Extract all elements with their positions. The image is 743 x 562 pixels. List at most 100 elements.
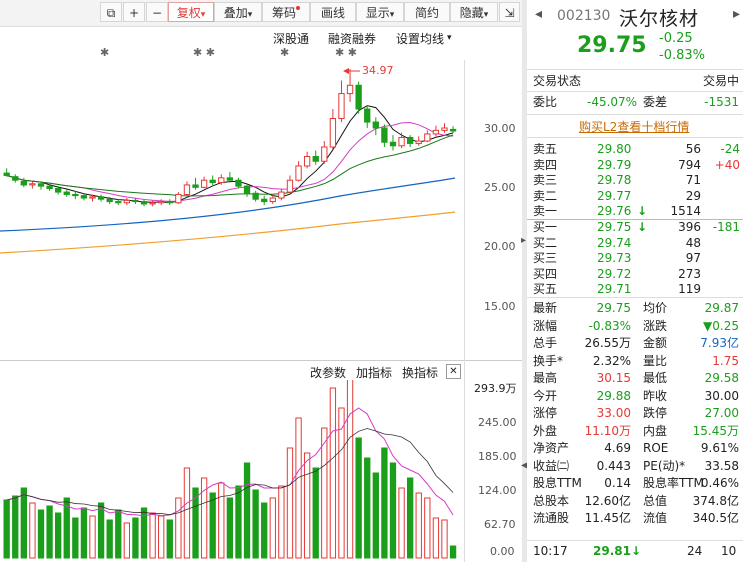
candle-body xyxy=(449,128,457,132)
stat-value: -0.83% xyxy=(588,318,631,333)
buy-price: 29.73 xyxy=(597,251,632,265)
stat-row: 收益㈡ 0.443 PE(动)* 33.58 xyxy=(527,458,743,476)
event-marker[interactable]: ✱ ✱ xyxy=(193,46,215,59)
volume-bar xyxy=(192,487,199,559)
buy-row[interactable]: 买四 29.72 273 xyxy=(527,266,743,284)
sell-row[interactable]: 卖五 29.80 56 -24 xyxy=(527,141,743,159)
plus-icon[interactable]: + xyxy=(123,2,145,22)
event-marker[interactable]: ✱ xyxy=(280,46,290,59)
switch-indicator-button[interactable]: 换指标 xyxy=(402,366,439,380)
yincang-button[interactable]: 隐藏▾ xyxy=(450,2,498,22)
stat-label: 最低 xyxy=(643,371,668,385)
ma-settings-label[interactable]: 设置均线 xyxy=(396,32,445,46)
candle-body xyxy=(3,172,10,176)
candle-body xyxy=(406,136,414,144)
quote-panel: ◂ ▸ 002130 沃尔核材 29.75 -0.25 -0.83% 交易状态 … xyxy=(527,0,743,562)
candle-body xyxy=(269,197,276,203)
chart-toolbar: ⧉ + − 复权▾ 叠加▾ 筹码 画线 显示▾ 简约 隐藏▾ ⇲ xyxy=(0,0,522,27)
close-icon[interactable]: ✕ xyxy=(446,364,461,379)
volume-bar xyxy=(89,515,96,559)
volume-bar xyxy=(106,519,113,559)
candle-body xyxy=(123,199,131,204)
stat-value: 26.55万 xyxy=(584,336,631,350)
buy-row[interactable]: 买二 29.74 48 xyxy=(527,235,743,253)
fuquan-button[interactable]: 复权▾ xyxy=(168,2,214,22)
prev-stock-icon[interactable]: ◂ xyxy=(535,6,543,22)
volume-bar xyxy=(209,492,216,559)
stat-value: 29.75 xyxy=(596,301,631,315)
volume-chart[interactable] xyxy=(0,380,462,560)
volume-bar xyxy=(381,447,388,559)
divider xyxy=(527,114,743,115)
minus-icon[interactable]: − xyxy=(146,2,168,22)
buy-volume: 48 xyxy=(685,235,701,250)
volume-bar xyxy=(158,515,165,559)
stat-row: 换手* 2.32% 量比 1.75 xyxy=(527,353,743,371)
notification-dot xyxy=(296,6,300,10)
diejia-button[interactable]: 叠加▾ xyxy=(214,2,262,22)
expand-arrow-icon[interactable]: ▸ xyxy=(521,235,527,246)
hk-connect-label[interactable]: 深股通 xyxy=(273,32,310,46)
jianyue-label: 简约 xyxy=(414,6,439,20)
buy-row[interactable]: 买一 29.75 ↓ 396 -181 xyxy=(527,219,743,237)
next-stock-icon[interactable]: ▸ xyxy=(733,6,741,22)
stat-row: 外盘 11.10万 内盘 15.45万 xyxy=(527,423,743,441)
volume-bar xyxy=(269,497,276,559)
stat-value: 4.69 xyxy=(604,441,631,455)
trade-status-value: 交易中 xyxy=(702,74,739,88)
stat-value: 33.00 xyxy=(596,406,631,420)
volume-bar xyxy=(261,502,268,559)
xianshi-button[interactable]: 显示▾ xyxy=(356,2,404,22)
volume-tick: 0.00 xyxy=(490,545,515,558)
copy-icon[interactable]: ⧉ xyxy=(100,2,122,22)
jianyue-button[interactable]: 简约 xyxy=(404,2,450,22)
stat-row: 流通股 11.45亿 流值 340.5亿 xyxy=(527,510,743,528)
sell-row[interactable]: 卖三 29.78 71 xyxy=(527,172,743,190)
sell-price: 29.79 xyxy=(597,157,632,172)
change-params-button[interactable]: 改参数 xyxy=(310,366,347,380)
price-chart[interactable]: 34.97 xyxy=(0,56,470,356)
buy-l2-link[interactable]: 购买L2查看十档行情 xyxy=(579,120,690,134)
sell-row[interactable]: 卖一 29.76 ↓ 1514 xyxy=(527,203,743,221)
stat-row: 净资产 4.69 ROE 9.61% xyxy=(527,440,743,458)
volume-bar xyxy=(149,512,156,559)
huaxian-button[interactable]: 画线 xyxy=(310,2,356,22)
event-marker[interactable]: ✱ xyxy=(100,46,110,59)
stat-value: 1.75 xyxy=(712,353,739,368)
buy-price: 29.71 xyxy=(597,282,632,296)
sell-label: 卖一 xyxy=(533,204,558,218)
stock-code: 002130 xyxy=(557,8,611,24)
collapse-arrow-icon[interactable]: ◀ xyxy=(521,460,529,471)
stat-value: 0.46% xyxy=(700,476,739,490)
candle-body xyxy=(364,108,371,123)
stat-label: ROE xyxy=(643,441,669,455)
stat-row: 最高 30.15 最低 29.58 xyxy=(527,370,743,388)
candle-body xyxy=(140,201,148,205)
panel-splitter[interactable] xyxy=(522,0,527,562)
stat-label: 跌停 xyxy=(643,406,668,420)
ma-line xyxy=(6,105,454,204)
candle-body xyxy=(226,177,234,181)
candle-body xyxy=(132,199,139,203)
add-indicator-button[interactable]: 加指标 xyxy=(356,366,393,380)
sell-row[interactable]: 卖四 29.79 794 +40 xyxy=(527,157,743,175)
candle-body xyxy=(209,179,216,184)
stat-value: 30.15 xyxy=(596,371,631,385)
buy-label: 买五 xyxy=(533,282,558,296)
volume-tick: 124.00 xyxy=(478,484,517,497)
collapse-icon[interactable]: ⇲ xyxy=(499,2,520,22)
margin-trading-label[interactable]: 融资融券 xyxy=(328,32,377,46)
sell-row[interactable]: 卖二 29.77 29 xyxy=(527,188,743,206)
event-marker[interactable]: ✱ ✱ xyxy=(335,46,357,59)
sell-volume: 1514 xyxy=(670,204,701,218)
buy-row[interactable]: 买三 29.73 97 xyxy=(527,250,743,268)
volume-bar xyxy=(200,477,208,559)
tick-price: 29.81 xyxy=(593,544,631,558)
chevron-down-icon: ▾ xyxy=(483,10,489,20)
stat-value: 29.88 xyxy=(596,388,631,403)
chouma-button[interactable]: 筹码 xyxy=(262,2,310,22)
sell-label: 卖五 xyxy=(533,142,558,156)
sell-label: 卖四 xyxy=(533,157,558,172)
buy-row[interactable]: 买五 29.71 119 xyxy=(527,281,743,299)
stat-label: 最新 xyxy=(533,301,558,315)
